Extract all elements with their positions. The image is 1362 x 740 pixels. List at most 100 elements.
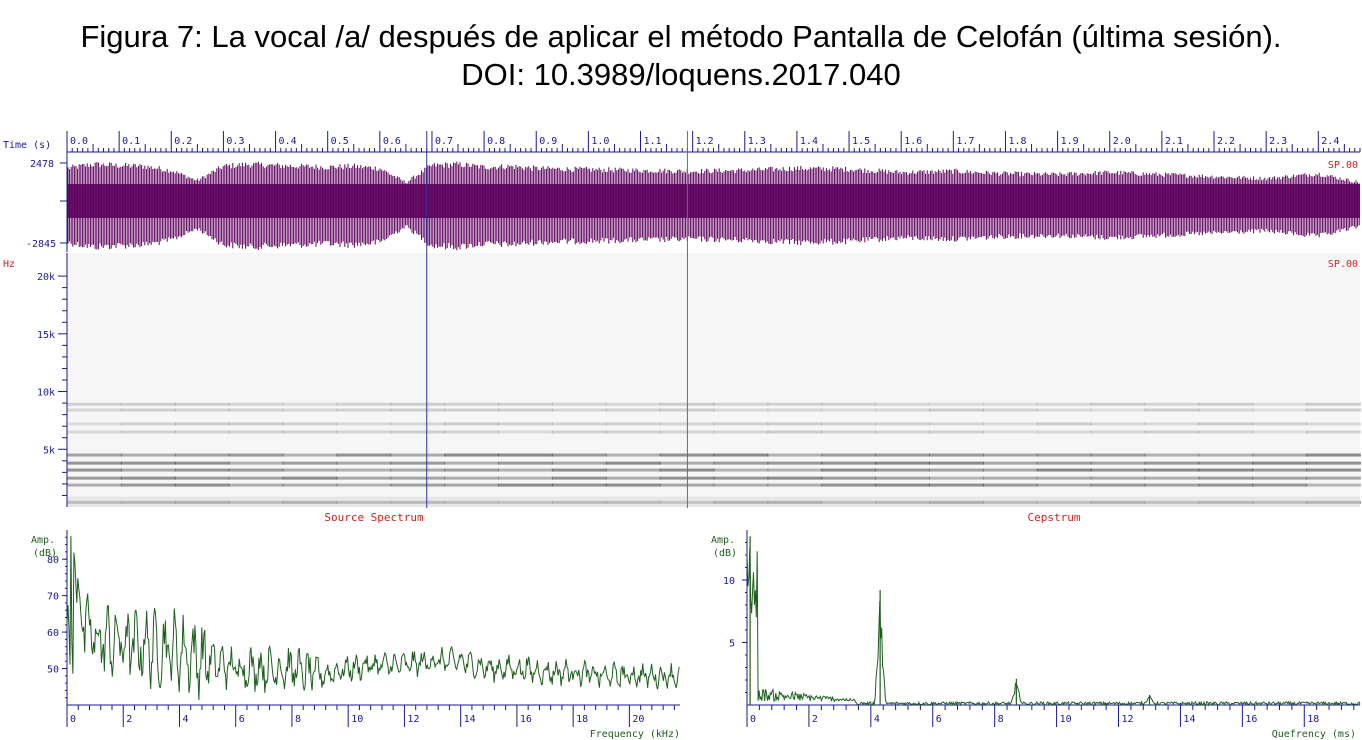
time-tick-label: 2.3 — [1269, 136, 1287, 147]
spectrogram-formant-band — [1252, 453, 1308, 457]
spectrogram-formant-band — [444, 453, 499, 457]
spectrogram-formant-band — [1306, 430, 1361, 434]
spectrogram-formant-band — [551, 453, 607, 457]
spectrogram-formant-band — [67, 402, 122, 406]
spectrogram-formant-band — [605, 453, 661, 457]
spectrogram-formant-band — [713, 408, 769, 412]
spectrogram-formant-band — [444, 483, 499, 487]
cepstrum-xlabel: Quefrency (ms) — [1272, 729, 1356, 740]
spectrogram-formant-band — [336, 453, 392, 457]
time-tick-label: 0.0 — [70, 136, 88, 147]
spectrogram-formant-band — [1090, 461, 1146, 465]
spectrogram-formant-band — [1252, 402, 1308, 406]
spectrogram-formant-band — [982, 476, 1038, 480]
figure-title-line-2: DOI: 10.3989/loquens.2017.040 — [461, 57, 901, 92]
spectrogram-formant-band — [929, 402, 984, 406]
time-axis-label: Time (s) — [3, 140, 51, 151]
spectrogram-formant-band — [1090, 402, 1146, 406]
spectrogram-formant-band — [1144, 483, 1200, 487]
spectrogram-formant-band — [1090, 422, 1146, 426]
spectrogram-formant-band — [982, 483, 1038, 487]
time-tick-label: 0.3 — [226, 136, 244, 147]
spectrogram-formant-band — [390, 408, 446, 412]
spectrogram-formant-band — [228, 461, 284, 465]
spectrogram-formant-band — [67, 483, 122, 487]
spectrogram-formant-band — [982, 408, 1038, 412]
time-tick-label: 0.5 — [331, 136, 349, 147]
spectrogram-formant-band — [1198, 422, 1254, 426]
source-spectrum-y-tick-label: 60 — [47, 628, 59, 639]
spectrogram-formant-band — [821, 430, 877, 434]
spectrogram-formant-band — [120, 461, 176, 465]
spectrogram-formant-band — [67, 453, 122, 457]
source-spectrum-xlabel: Frequency (kHz) — [590, 729, 680, 740]
spectrogram-formant-band — [1306, 461, 1361, 465]
spectrogram-formant-band — [498, 468, 553, 472]
spectrogram-formant-band — [390, 476, 446, 480]
spectrogram-formant-band — [1144, 430, 1200, 434]
spectrogram-channel-label: SP.00 — [1328, 259, 1358, 270]
spectrogram-formant-band — [1036, 476, 1092, 480]
spectrogram-formant-band — [1036, 408, 1092, 412]
spectrogram-formant-band — [174, 430, 230, 434]
spectrogram-tick-label: 5k — [43, 445, 55, 456]
spectrogram-formant-band — [1144, 422, 1200, 426]
spectrogram-formant-band — [336, 422, 392, 426]
time-tick-label: 1.1 — [644, 136, 662, 147]
spectrogram-formant-band — [444, 402, 499, 406]
cepstrum-x-tick-label: 18 — [1307, 714, 1319, 725]
spectrogram-formant-band — [821, 408, 877, 412]
spectrogram-formant-band — [551, 483, 607, 487]
time-tick-label: 2.0 — [1113, 136, 1131, 147]
spectrogram-formant-band — [875, 402, 930, 406]
spectrogram-formant-band — [174, 408, 230, 412]
spectrogram-formant-band — [767, 408, 823, 412]
spectrogram-formant-band — [498, 476, 553, 480]
time-tick-label: 1.3 — [748, 136, 766, 147]
spectrogram-formant-band — [1198, 430, 1254, 434]
source-spectrum-x-tick-label: 8 — [295, 714, 301, 725]
spectrogram-formant-band — [767, 422, 823, 426]
spectrogram-formant-band — [1306, 483, 1361, 487]
spectrogram-formant-band — [713, 483, 769, 487]
spectrogram-formant-band — [1144, 402, 1200, 406]
spectrogram-formant-band — [1144, 453, 1200, 457]
spectrogram-formant-band — [228, 483, 284, 487]
time-tick-label: 1.0 — [591, 136, 609, 147]
source-spectrum-y-tick-label: 70 — [47, 592, 59, 603]
spectrogram-formant-band — [498, 402, 553, 406]
cepstrum-x-tick-label: 2 — [812, 714, 818, 725]
spectrogram-formant-band — [1252, 461, 1308, 465]
waveform-max-label: 2478 — [30, 159, 54, 170]
source-spectrum-x-tick-label: 12 — [407, 714, 419, 725]
spectrogram-formant-band — [444, 422, 499, 426]
spectrogram-formant-band — [390, 453, 446, 457]
spectrogram-formant-band — [1144, 468, 1200, 472]
spectrogram-formant-band — [498, 430, 553, 434]
time-tick-label: 0.4 — [279, 136, 297, 147]
cepstrum-y-tick-label: 10 — [723, 576, 735, 587]
spectrogram-tick-label: 20k — [37, 272, 55, 283]
spectrogram-formant-band — [929, 430, 984, 434]
spectrogram-formant-band — [929, 476, 984, 480]
spectrogram-formant-band — [821, 453, 877, 457]
time-tick-label: 0.7 — [435, 136, 453, 147]
spectrogram-formant-band — [929, 453, 984, 457]
spectrogram-formant-band — [444, 408, 499, 412]
source-spectrum-y-tick-label: 80 — [47, 555, 59, 566]
cepstrum-x-tick-label: 8 — [998, 714, 1004, 725]
cepstrum-x-tick-label: 10 — [1060, 714, 1072, 725]
spectrogram-formant-band — [1036, 461, 1092, 465]
spectrogram-formant-band — [174, 476, 230, 480]
spectrogram-formant-band — [875, 422, 930, 426]
time-tick-label: 1.2 — [696, 136, 714, 147]
cepstrum-x-tick-label: 6 — [936, 714, 942, 725]
spectrogram-formant-band — [551, 408, 607, 412]
spectrogram-formant-band — [982, 453, 1038, 457]
spectrogram-formant-band — [336, 408, 392, 412]
spectrogram-formant-band — [444, 468, 499, 472]
spectrogram-formant-band — [767, 430, 823, 434]
spectrogram-formant-band — [444, 476, 499, 480]
spectrogram-formant-band — [174, 422, 230, 426]
spectrogram-formant-band — [982, 402, 1038, 406]
